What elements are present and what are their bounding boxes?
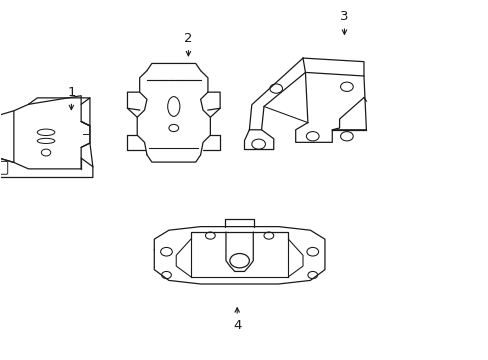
Text: 2: 2 (184, 32, 192, 56)
Text: 4: 4 (232, 308, 241, 332)
Text: 3: 3 (340, 10, 348, 34)
Text: 1: 1 (67, 86, 76, 110)
